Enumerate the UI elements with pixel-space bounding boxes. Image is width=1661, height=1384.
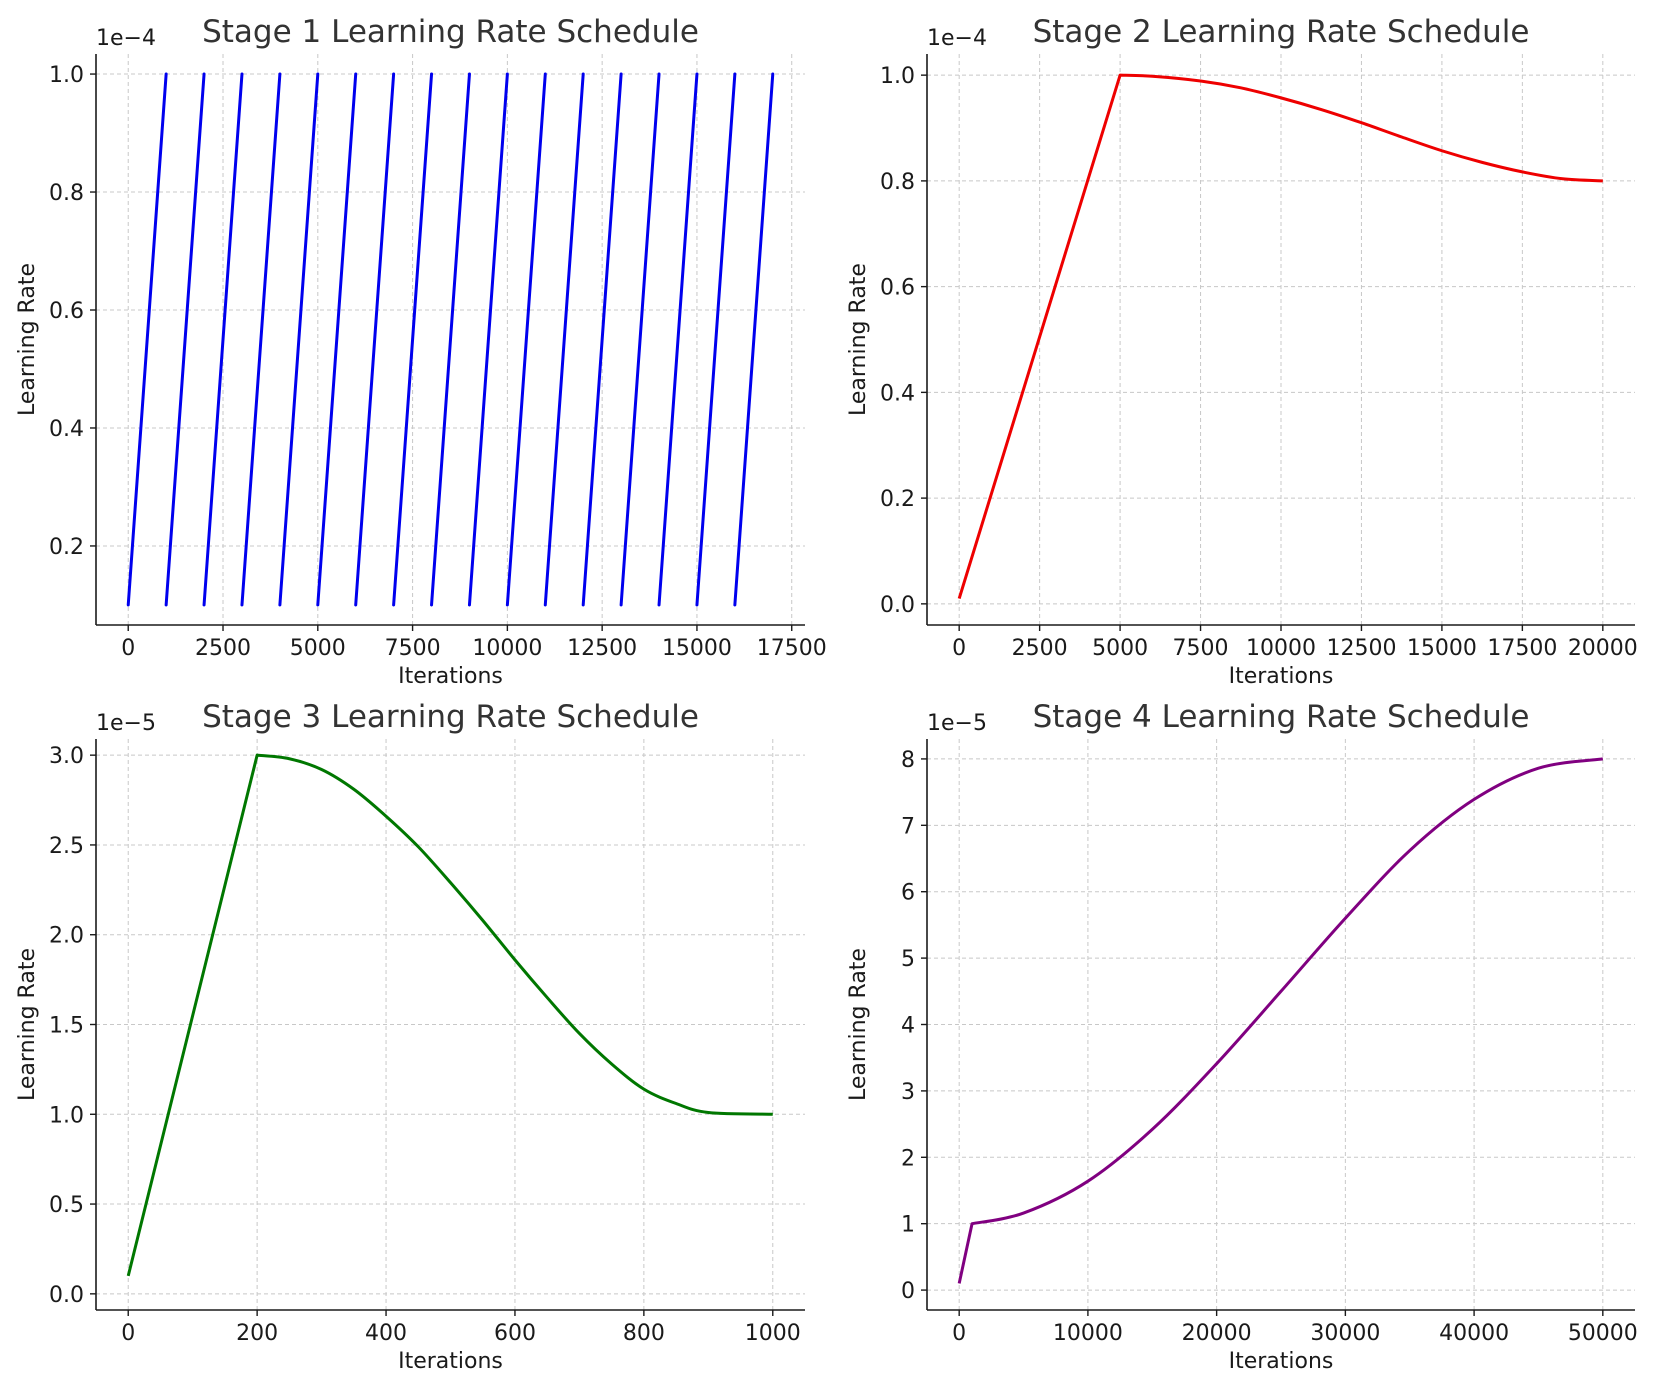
axis-scale-label: 1e−4 (96, 26, 156, 51)
x-axis-label: Iterations (1229, 1349, 1334, 1374)
series-segment (543, 72, 585, 607)
series-segment (657, 72, 699, 607)
axis-scale-label: 1e−5 (96, 711, 156, 736)
x-tick-label: 20000 (1182, 1321, 1252, 1346)
series-segment (240, 72, 282, 607)
x-tick-label: 0 (952, 636, 966, 661)
series-segment (733, 72, 775, 607)
y-tick-label: 0.0 (880, 593, 915, 618)
series-segment (164, 72, 206, 607)
y-tick-label: 0.0 (49, 1283, 84, 1308)
chart-title: Stage 3 Learning Rate Schedule (202, 699, 699, 735)
x-tick-label: 15000 (1407, 636, 1477, 661)
x-tick-label: 12500 (1326, 636, 1396, 661)
chart-panel-2: 0 2500 5000 7500 10000 12500 15000 17500 20000 0.… (846, 14, 1638, 689)
x-tick-label: 17500 (1487, 636, 1557, 661)
y-tick-label: 0.5 (49, 1193, 84, 1218)
x-axis-label: Iterations (1229, 664, 1334, 689)
x-tick-label: 10000 (472, 636, 542, 661)
y-tick-label: 1.0 (49, 63, 84, 88)
x-tick-label: 0 (121, 636, 135, 661)
chart-title: Stage 2 Learning Rate Schedule (1033, 14, 1530, 50)
x-tick-label: 30000 (1310, 1321, 1380, 1346)
series-line (126, 753, 773, 1277)
y-tick-label: 3.0 (49, 744, 84, 769)
x-tick-label: 5000 (1092, 636, 1148, 661)
y-tick-label: 4 (901, 1014, 915, 1039)
y-tick-label: 2 (901, 1146, 915, 1171)
x-tick-label: 2500 (1012, 636, 1068, 661)
y-tick-label: 6 (901, 881, 915, 906)
y-tick-label: 7 (901, 814, 915, 839)
x-tick-label: 600 (494, 1321, 536, 1346)
y-tick-label: 3 (901, 1080, 915, 1105)
x-tick-label: 5000 (290, 636, 346, 661)
y-tick-label: 1.0 (880, 64, 915, 89)
chart-title: Stage 1 Learning Rate Schedule (202, 14, 699, 50)
x-axis-label: Iterations (398, 1349, 503, 1374)
chart-panel-3: 0 200 400 600 800 1000 0.0 0.5 1.0 1.5 2.0 2.5 3.0 1e… (15, 699, 805, 1374)
series-segment (430, 72, 471, 607)
series-segment (202, 72, 244, 607)
chart-panel-1: 0 2500 5000 7500 10000 12500 15000 17500 0.2 0.4 0… (15, 14, 827, 689)
y-axis-label: Learning Rate (846, 948, 871, 1101)
y-tick-label: 0.6 (880, 276, 915, 301)
x-tick-label: 2500 (195, 636, 251, 661)
x-axis-label: Iterations (398, 664, 503, 689)
series-segment (505, 72, 547, 607)
y-axis-label: Learning Rate (15, 948, 40, 1101)
y-axis-label: Learning Rate (846, 263, 871, 416)
y-tick-label: 8 (901, 748, 915, 773)
chart-panel-4: 0 10000 20000 30000 40000 50000 0 1 2 3 4 5 6 7 8 1e−5 S… (846, 699, 1638, 1374)
series-line (957, 73, 1603, 600)
series-line (957, 757, 1604, 1284)
series-segment (392, 72, 434, 607)
x-tick-label: 0 (121, 1321, 135, 1346)
y-tick-label: 0.6 (49, 299, 84, 324)
series-segment (354, 72, 396, 607)
x-tick-label: 20000 (1568, 636, 1638, 661)
x-tick-label: 50000 (1568, 1321, 1638, 1346)
y-tick-label: 0 (901, 1279, 915, 1304)
x-tick-label: 200 (236, 1321, 278, 1346)
chart-title: Stage 4 Learning Rate Schedule (1033, 699, 1530, 735)
y-tick-label: 1.0 (49, 1103, 84, 1128)
series-segment (619, 72, 661, 607)
series-segment (467, 72, 509, 607)
y-tick-label: 0.4 (880, 381, 915, 406)
y-tick-label: 0.2 (880, 487, 915, 512)
series-segment (126, 72, 168, 607)
y-tick-label: 5 (901, 947, 915, 972)
y-tick-label: 2.0 (49, 924, 84, 949)
y-tick-label: 0.8 (880, 170, 915, 195)
series-segment (581, 72, 623, 607)
y-tick-label: 0.4 (49, 417, 84, 442)
x-tick-label: 800 (623, 1321, 665, 1346)
series-segment (316, 72, 358, 607)
x-tick-label: 10000 (1053, 1321, 1123, 1346)
series-segment (695, 72, 737, 607)
axis-scale-label: 1e−5 (927, 711, 987, 736)
y-axis-label: Learning Rate (15, 263, 40, 416)
x-tick-label: 12500 (567, 636, 637, 661)
x-tick-label: 0 (952, 1321, 966, 1346)
x-tick-label: 15000 (662, 636, 732, 661)
series-segment (278, 72, 320, 607)
y-tick-label: 1.5 (49, 1014, 84, 1039)
x-tick-label: 400 (365, 1321, 407, 1346)
axis-scale-label: 1e−4 (927, 26, 987, 51)
x-tick-label: 7500 (1173, 636, 1229, 661)
x-tick-label: 17500 (757, 636, 827, 661)
x-tick-label: 7500 (385, 636, 441, 661)
x-tick-label: 10000 (1246, 636, 1316, 661)
x-tick-label: 40000 (1439, 1321, 1509, 1346)
y-tick-label: 1 (901, 1213, 915, 1238)
y-tick-label: 0.8 (49, 181, 84, 206)
y-tick-label: 0.2 (49, 535, 84, 560)
y-tick-label: 2.5 (49, 834, 84, 859)
x-tick-label: 1000 (745, 1321, 801, 1346)
